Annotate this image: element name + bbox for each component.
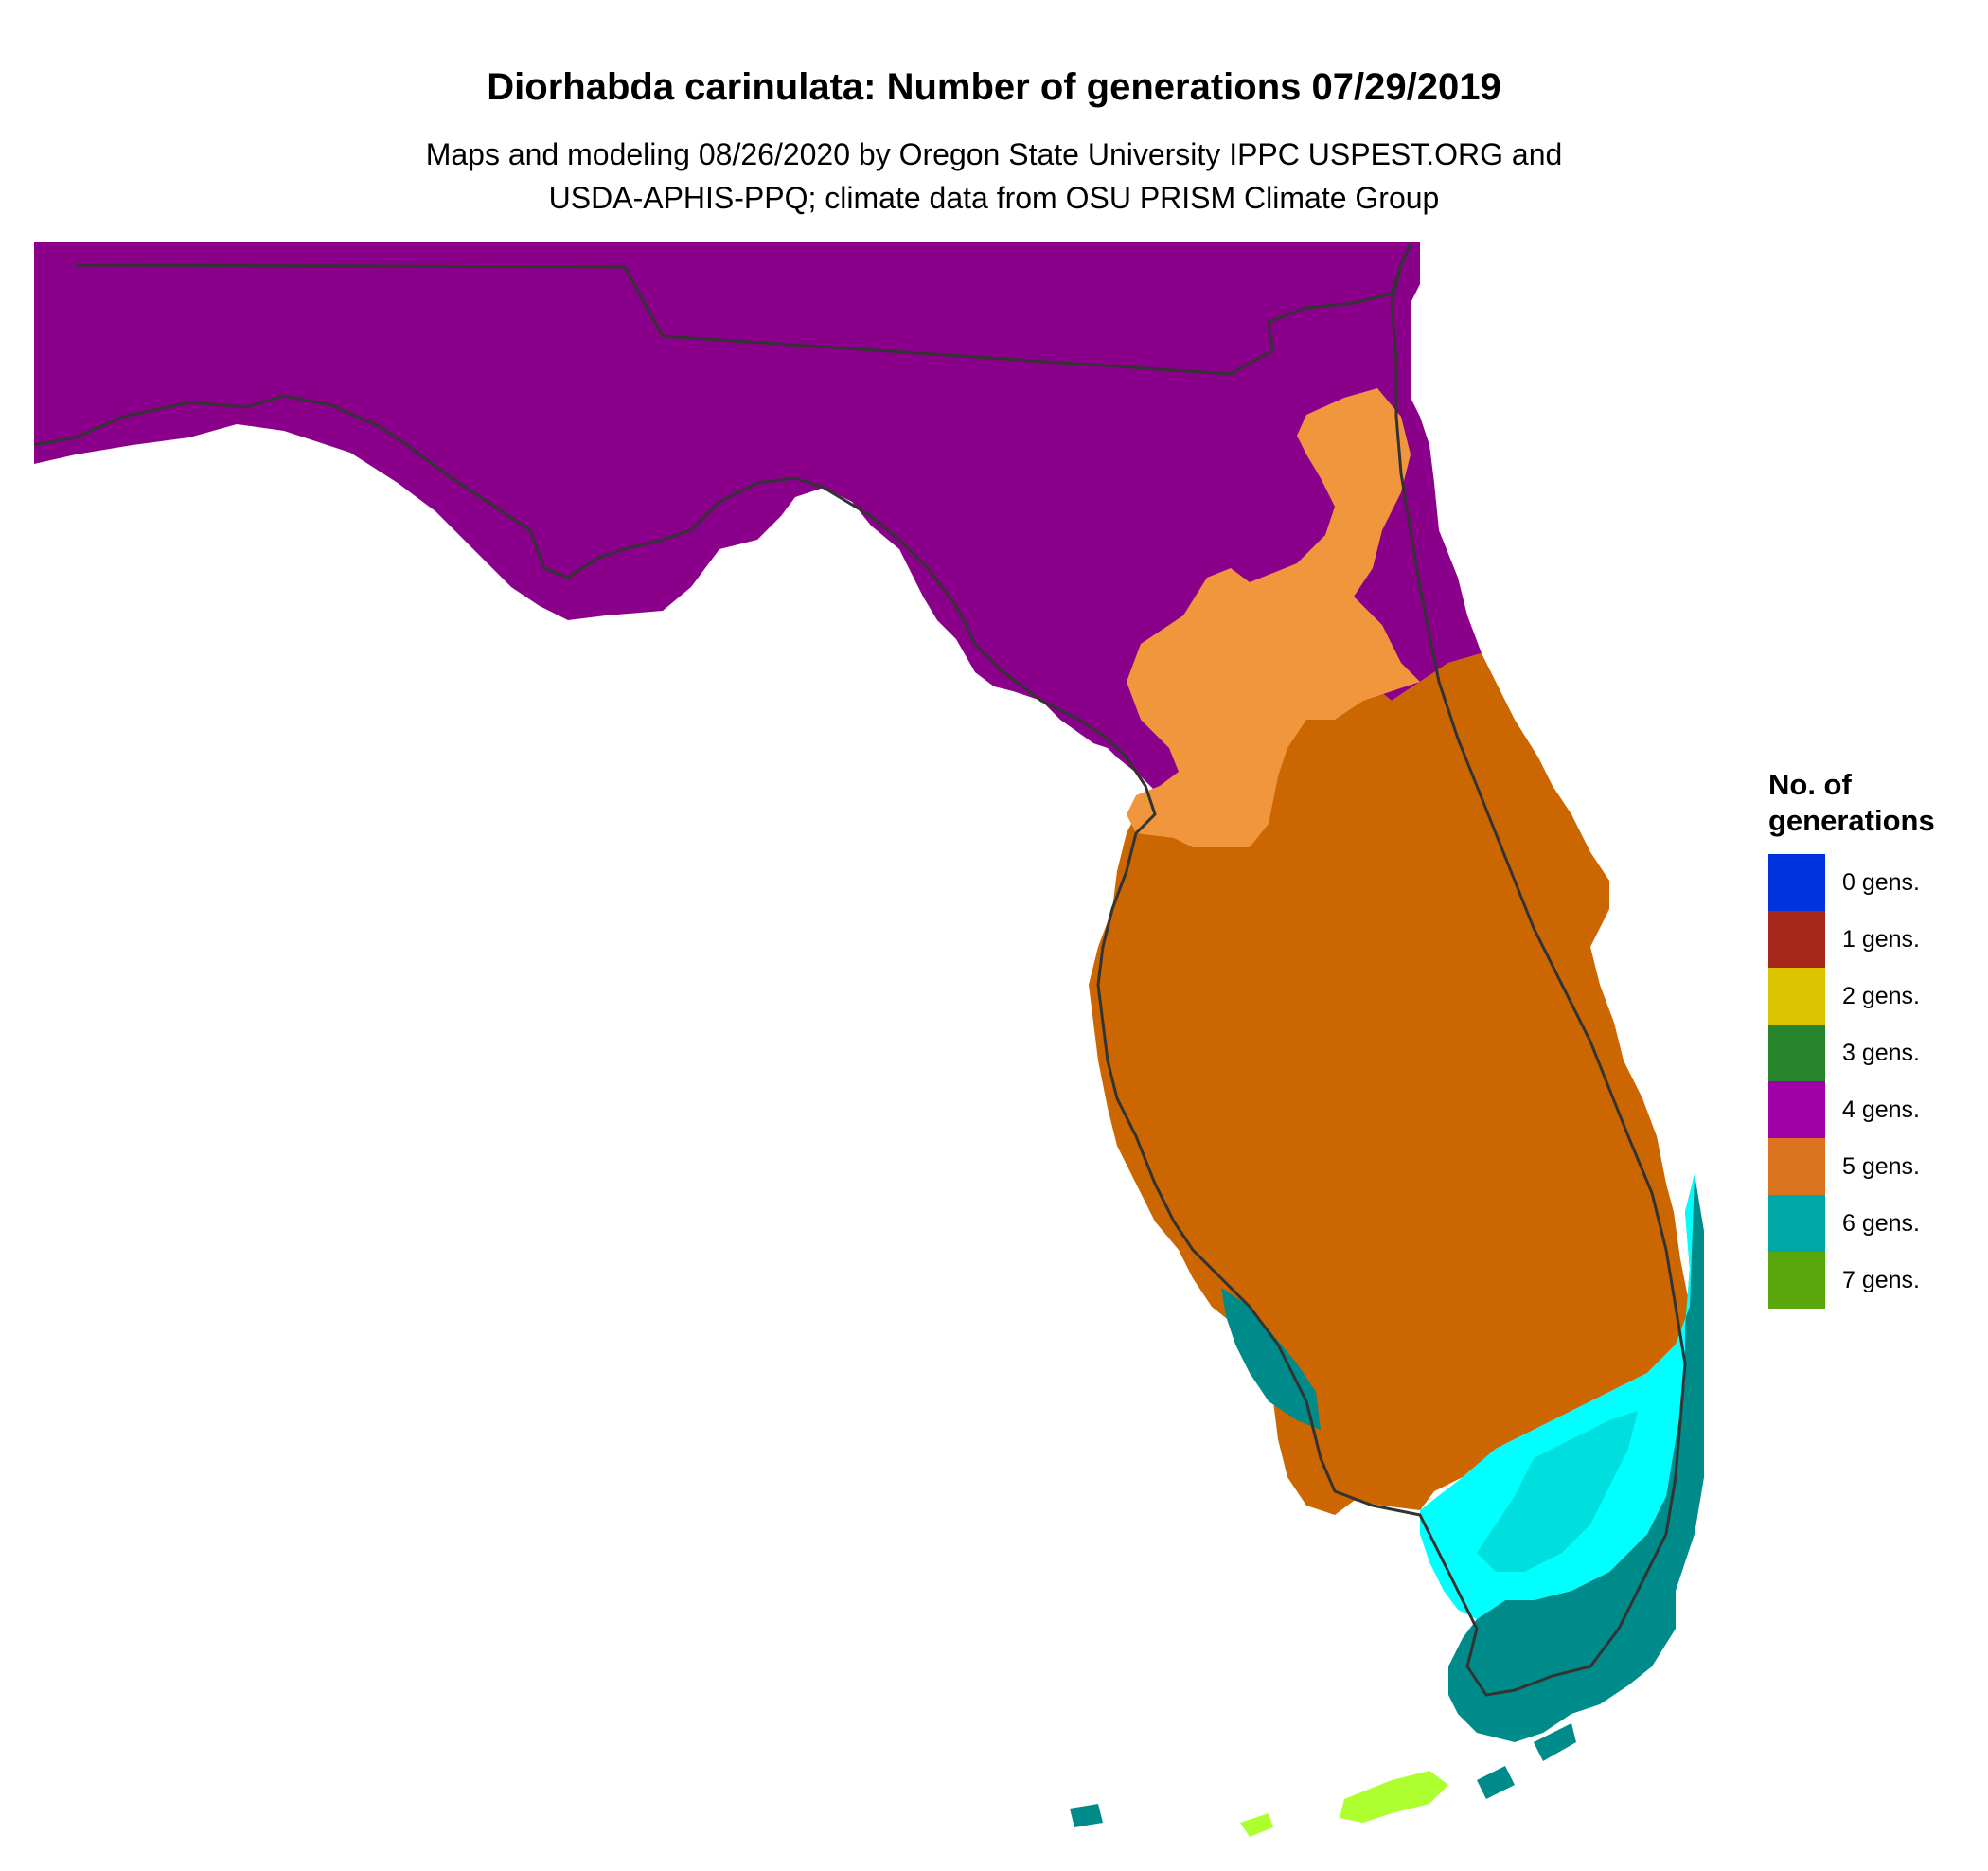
state-outline bbox=[33, 243, 1687, 1697]
legend-swatch bbox=[1768, 1081, 1825, 1138]
region-6-gens bbox=[1221, 1288, 1321, 1430]
legend-label: 2 gens. bbox=[1842, 982, 1921, 1009]
region-6-gens-cyan bbox=[1420, 1174, 1695, 1619]
legend-item: 2 gens. bbox=[1768, 968, 1988, 1025]
legend-item: 6 gens. bbox=[1768, 1195, 1988, 1252]
legend-title-line-2: generations bbox=[1768, 804, 1935, 837]
legend-swatch bbox=[1768, 854, 1825, 911]
legend-label: 5 gens. bbox=[1842, 1152, 1921, 1180]
legend-label: 1 gens. bbox=[1842, 925, 1921, 953]
region-7-gens-keys-west bbox=[1240, 1813, 1273, 1837]
map-subtitle: Maps and modeling 08/26/2020 by Oregon S… bbox=[0, 133, 1988, 220]
legend-title: No. of generations bbox=[1768, 767, 1988, 839]
legend-swatch bbox=[1768, 1195, 1825, 1252]
legend-item: 3 gens. bbox=[1768, 1025, 1988, 1081]
georgia-border bbox=[75, 263, 1403, 376]
legend: No. of generations 0 gens. 1 gens. 2 gens.… bbox=[1768, 767, 1988, 1309]
legend-item: 0 gens. bbox=[1768, 854, 1988, 911]
legend-title-line-1: No. of bbox=[1768, 768, 1852, 801]
legend-swatch bbox=[1768, 911, 1825, 968]
region-6-gens-keys bbox=[1070, 1723, 1576, 1827]
region-7-gens-keys bbox=[1340, 1771, 1448, 1823]
legend-items: 0 gens. 1 gens. 2 gens. 3 gens. 4 gens. 5 gen… bbox=[1768, 854, 1988, 1309]
legend-label: 0 gens. bbox=[1842, 868, 1921, 896]
legend-swatch bbox=[1768, 1252, 1825, 1309]
region-4-gens bbox=[34, 242, 1482, 833]
region-5-gens-light bbox=[1127, 388, 1420, 847]
legend-swatch bbox=[1768, 968, 1825, 1025]
legend-label: 7 gens. bbox=[1842, 1266, 1921, 1293]
legend-item: 1 gens. bbox=[1768, 911, 1988, 968]
legend-item: 5 gens. bbox=[1768, 1138, 1988, 1195]
legend-item: 4 gens. bbox=[1768, 1081, 1988, 1138]
legend-swatch bbox=[1768, 1138, 1825, 1195]
legend-item: 7 gens. bbox=[1768, 1252, 1988, 1309]
legend-label: 6 gens. bbox=[1842, 1209, 1921, 1237]
region-6-gens-light-cyan bbox=[1477, 1411, 1638, 1572]
subtitle-line-2: USDA-APHIS-PPQ; climate data from OSU PR… bbox=[548, 181, 1440, 215]
legend-label: 4 gens. bbox=[1842, 1096, 1921, 1123]
legend-swatch bbox=[1768, 1025, 1825, 1081]
subtitle-line-1: Maps and modeling 08/26/2020 by Oregon S… bbox=[425, 137, 1563, 171]
map-title: Diorhabda carinulata: Number of generati… bbox=[487, 66, 1501, 108]
legend-label: 3 gens. bbox=[1842, 1039, 1921, 1066]
